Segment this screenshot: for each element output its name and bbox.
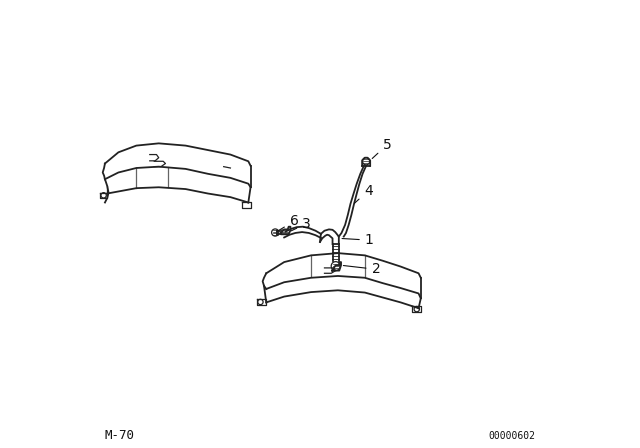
Text: 2: 2 [344, 262, 380, 276]
Text: 4: 4 [355, 184, 372, 203]
Text: 00000602: 00000602 [488, 431, 535, 441]
Text: 1: 1 [342, 233, 374, 247]
Text: 6: 6 [278, 214, 298, 231]
Text: 3: 3 [291, 216, 311, 231]
Text: M-70: M-70 [105, 429, 135, 442]
Text: 5: 5 [372, 138, 392, 159]
